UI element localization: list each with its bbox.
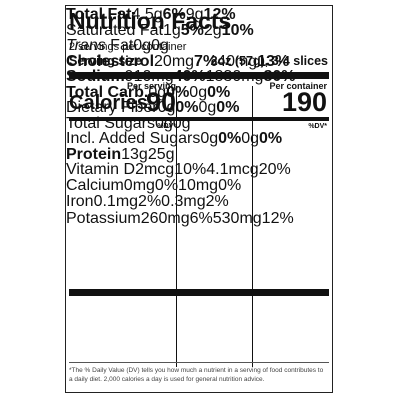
serving-dv: 0% xyxy=(175,99,199,116)
nutrient-label: Iron xyxy=(66,193,94,211)
serving-dv: 2% xyxy=(138,193,162,211)
nutrient-row: Dietary Fiber0g0%0g0% xyxy=(66,99,332,116)
nutrition-label: Nutrition Facts 2 servings per container… xyxy=(65,5,333,393)
nutrient-row: Potassium260mg6%530mg12% xyxy=(66,209,332,227)
serving-amount: 0g xyxy=(133,37,152,54)
container-amount: 25g xyxy=(147,145,175,163)
thick-rule xyxy=(69,72,329,79)
label-part: Trans xyxy=(66,37,106,54)
container-amount: 0g xyxy=(241,130,260,147)
per-container-label: Per container xyxy=(269,81,327,91)
nutrient-row: Iron0.1mg2%0.3mg2% xyxy=(66,193,332,211)
serving-amount: 20mg xyxy=(154,52,195,70)
container-dv: 0% xyxy=(216,99,240,116)
container-amount: 2g xyxy=(203,21,222,39)
nutrient-label: Dietary Fiber xyxy=(66,99,158,116)
serving-dv: 5% xyxy=(180,21,204,39)
container-dv: 0% xyxy=(207,83,231,101)
serving-amount: 13g xyxy=(121,145,148,163)
nutrient-row: Protein13g25g xyxy=(66,145,332,163)
nutrient-row: Incl. Added Sugars0g0%0g0% xyxy=(66,130,332,147)
container-dv: 13% xyxy=(257,52,290,70)
nutrient-row: Trans Fat0g0g xyxy=(66,37,332,54)
footnote: *The % Daily Value (DV) tells you how mu… xyxy=(69,367,324,383)
serving-amount: 260mg xyxy=(140,209,190,227)
calories-per-container: 190 xyxy=(281,87,327,117)
serving-amount: 1g xyxy=(162,21,181,39)
nutrient-row: Saturated Fat1g5%2g10% xyxy=(66,21,332,39)
thick-rule xyxy=(69,289,329,296)
serving-amount: 0mg xyxy=(123,177,155,195)
column-divider xyxy=(252,86,253,367)
nutrient-row: Calcium0mg0%10mg0% xyxy=(66,177,332,195)
medium-rule xyxy=(69,117,329,121)
serving-dv: 7% xyxy=(194,52,218,70)
nutrient-label: Potassium xyxy=(66,209,141,227)
container-dv: 12% xyxy=(261,209,294,227)
nutrient-label: Incl. Added Sugars xyxy=(66,130,201,147)
nutrient-row: Total Carb.0g0%0g0% xyxy=(66,83,332,101)
serving-dv: 0% xyxy=(166,83,190,101)
serving-size-value: 2oz (57g), 3-4 slices xyxy=(210,54,328,68)
container-amount: 4.1mcg xyxy=(206,161,259,178)
dv-header: %DV* xyxy=(308,123,327,130)
container-amount: 10mg xyxy=(178,177,219,195)
container-amount: 0.3mg xyxy=(161,193,206,211)
label-part: Fat xyxy=(110,37,134,54)
calories-per-serving: 90 xyxy=(145,87,176,117)
nutrient-label: Trans Fat xyxy=(66,37,133,54)
nutrient-label: Vitamin D xyxy=(66,161,136,178)
container-dv: 12% xyxy=(203,6,236,23)
serving-dv: 6% xyxy=(162,6,186,23)
container-dv: 0% xyxy=(218,177,242,195)
serving-size-label: Serving size xyxy=(69,54,142,68)
serving-amount: 2mcg xyxy=(135,161,175,178)
dv-header: %DV* xyxy=(157,123,176,130)
title: Nutrition Facts xyxy=(69,8,232,34)
nutrient-label: Calcium xyxy=(66,177,124,195)
nutrient-label: Protein xyxy=(66,145,122,163)
container-amount: 0g xyxy=(151,37,169,54)
nutrient-label: Total Fat xyxy=(66,6,132,23)
nutrient-row: Total Fat4.5g6%9g12% xyxy=(66,6,332,23)
nutrient-label: Cholesterol xyxy=(66,52,155,70)
calories-label: Calories xyxy=(69,92,148,114)
container-dv: 0% xyxy=(259,130,283,147)
serving-amount: 0g xyxy=(148,83,167,101)
serving-dv: 0% xyxy=(218,130,242,147)
nutrient-row: Vitamin D2mcg10%4.1mcg20% xyxy=(66,161,332,178)
container-amount: 9g xyxy=(185,6,204,23)
per-serving-label: Per serving xyxy=(126,81,176,91)
container-amount: 530mg xyxy=(212,209,262,227)
container-dv: 2% xyxy=(205,193,229,211)
nutrient-row: Cholesterol20mg7%40mg13% xyxy=(66,52,332,70)
serving-dv: 10% xyxy=(174,161,207,178)
serving-amount: 0g xyxy=(200,130,219,147)
serving-amount: 0g xyxy=(157,99,176,116)
container-amount: 40mg xyxy=(217,52,258,70)
servings: 2 servings per container xyxy=(69,41,187,53)
nutrient-label: Saturated Fat xyxy=(66,21,163,39)
container-amount: 0g xyxy=(189,83,208,101)
serving-amount: 0.1mg xyxy=(93,193,139,211)
column-divider xyxy=(176,86,177,367)
serving-dv: 6% xyxy=(189,209,213,227)
nutrient-label: Total Carb. xyxy=(66,83,149,101)
serving-dv: 0% xyxy=(154,177,179,195)
container-amount: 0g xyxy=(198,99,217,116)
container-dv: 20% xyxy=(258,161,291,178)
container-dv: 10% xyxy=(221,21,254,39)
serving-amount: 4.5g xyxy=(131,6,163,23)
